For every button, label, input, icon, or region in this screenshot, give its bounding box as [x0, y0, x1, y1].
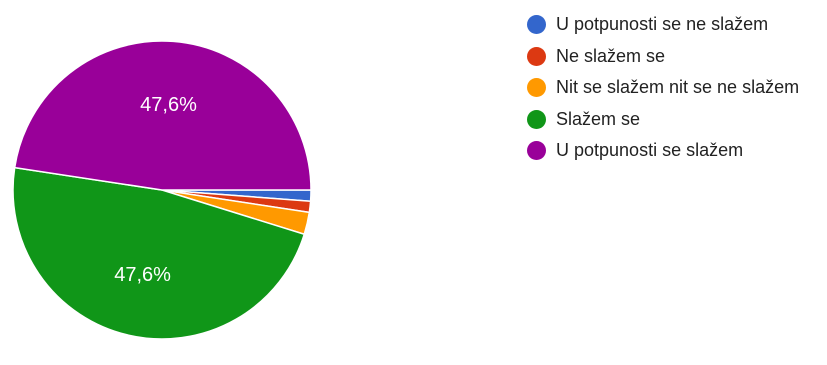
- legend-swatch-icon: [527, 109, 546, 129]
- pie-slice-labels: 47,6% 47,6%: [114, 94, 197, 286]
- legend-swatch-icon: [527, 46, 546, 66]
- legend-swatch-icon: [527, 78, 546, 98]
- pie-slice-4: [13, 40, 312, 191]
- pie-slice-3: [12, 166, 306, 340]
- legend-label: Nit se slažem nit se ne slažem: [556, 77, 800, 98]
- pie-slice-label-4: 47,6%: [140, 94, 197, 116]
- legend-label: U potpunosti se slažem: [556, 140, 744, 161]
- legend-label: Ne slažem se: [556, 45, 666, 66]
- legend-swatch-icon: [527, 141, 546, 161]
- pie-slices: [12, 40, 312, 340]
- legend-item[interactable]: Ne slažem se: [527, 41, 799, 73]
- legend-label: Slažem se: [556, 108, 641, 129]
- legend: U potpunosti se ne slažem Ne slažem se Nit…: [527, 9, 799, 167]
- legend-swatch-icon: [527, 15, 546, 35]
- legend-item[interactable]: Slažem se: [527, 104, 799, 136]
- pie-slice-label-3: 47,6%: [114, 264, 171, 286]
- legend-item[interactable]: U potpunosti se slažem: [527, 135, 799, 167]
- legend-label: U potpunosti se ne slažem: [556, 14, 769, 35]
- legend-item[interactable]: Nit se slažem nit se ne slažem: [527, 72, 799, 104]
- legend-item[interactable]: U potpunosti se ne slažem: [527, 9, 799, 41]
